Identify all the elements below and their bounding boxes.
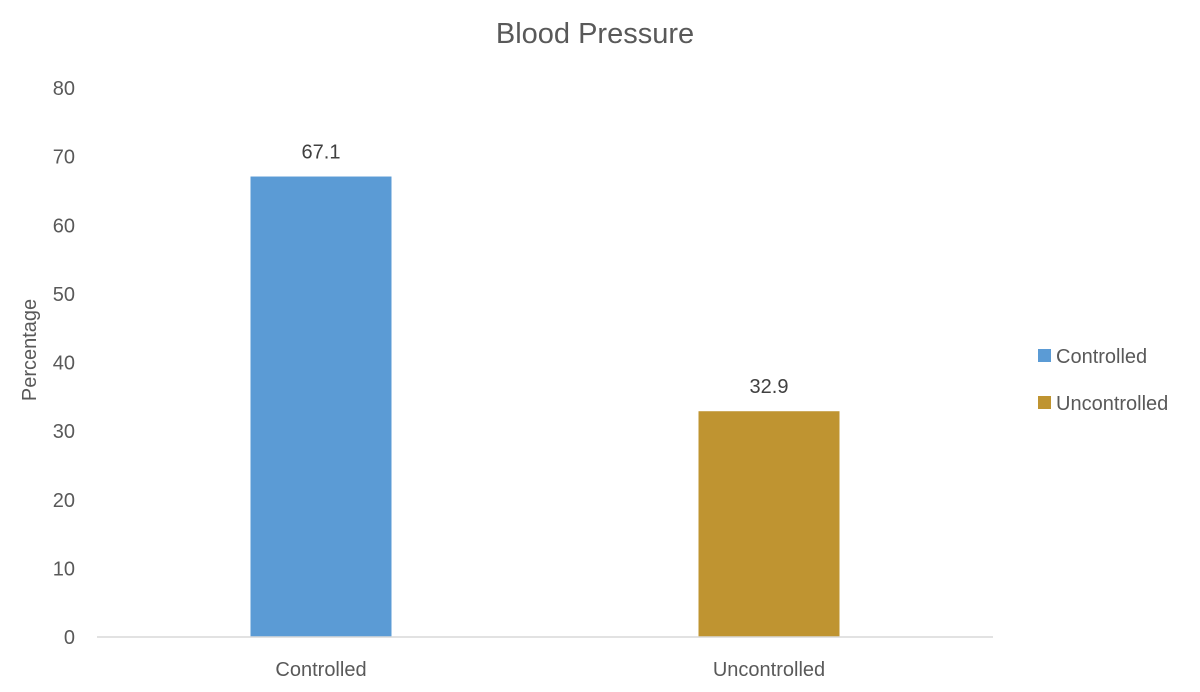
x-tick-label: Uncontrolled bbox=[713, 659, 825, 681]
y-tick-label: 40 bbox=[53, 353, 75, 375]
legend-swatch bbox=[1038, 396, 1051, 409]
y-tick-label: 60 bbox=[53, 215, 75, 237]
legend-swatch bbox=[1038, 349, 1051, 362]
legend-label: Uncontrolled bbox=[1056, 393, 1168, 415]
bar-controlled bbox=[250, 176, 392, 637]
y-axis-ticks: 0 10 20 30 40 50 60 70 80 bbox=[53, 78, 75, 649]
y-tick-label: 30 bbox=[53, 421, 75, 443]
x-tick-label: Controlled bbox=[275, 659, 366, 681]
chart-title: Blood Pressure bbox=[496, 18, 694, 50]
y-axis-label: Percentage bbox=[19, 299, 41, 401]
bar-uncontrolled bbox=[698, 411, 840, 637]
y-tick-label: 80 bbox=[53, 78, 75, 100]
legend: Controlled Uncontrolled bbox=[1038, 346, 1168, 415]
data-label: 32.9 bbox=[750, 376, 789, 398]
y-tick-label: 20 bbox=[53, 490, 75, 512]
y-tick-label: 0 bbox=[64, 627, 75, 649]
legend-label: Controlled bbox=[1056, 346, 1147, 368]
data-label: 67.1 bbox=[302, 142, 341, 164]
y-tick-label: 70 bbox=[53, 147, 75, 169]
y-tick-label: 50 bbox=[53, 284, 75, 306]
x-axis-tick-labels: Controlled Uncontrolled bbox=[275, 659, 825, 681]
bars-group: 67.1 32.9 bbox=[250, 142, 840, 637]
y-tick-label: 10 bbox=[53, 558, 75, 580]
